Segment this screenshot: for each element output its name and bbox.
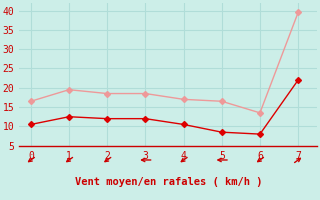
X-axis label: Vent moyen/en rafales ( km/h ): Vent moyen/en rafales ( km/h ) — [75, 177, 262, 187]
